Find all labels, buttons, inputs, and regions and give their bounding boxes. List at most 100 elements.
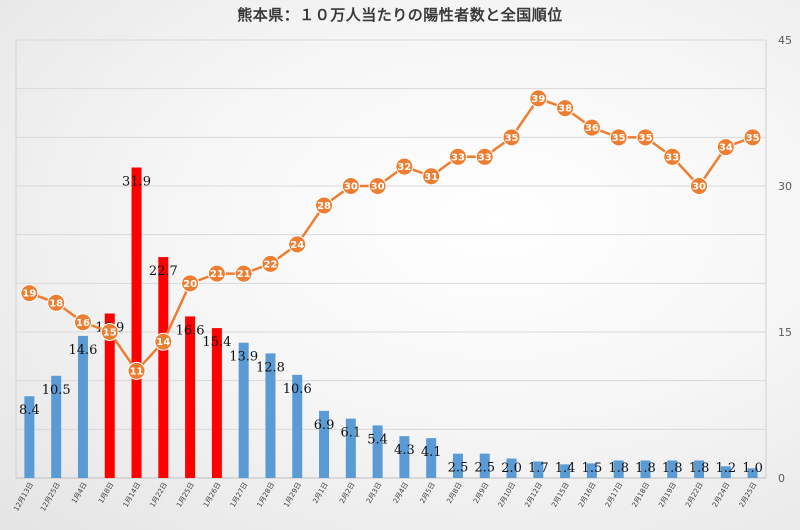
bar xyxy=(185,316,196,478)
rank-marker xyxy=(529,89,548,108)
bar-value-label: 1.5 xyxy=(582,461,603,476)
x-tick-label: 1月29日 xyxy=(282,481,303,509)
x-tick-label: 2月18日 xyxy=(631,481,652,509)
bar-value-label: 1.8 xyxy=(662,461,683,476)
bar-value-label: 1.8 xyxy=(608,461,629,476)
bar xyxy=(372,425,383,478)
bar xyxy=(667,460,678,478)
rank-marker xyxy=(743,128,762,147)
bar xyxy=(131,167,142,479)
x-tick-label: 2月22日 xyxy=(684,481,705,509)
bar-value-label: 6.1 xyxy=(340,426,361,441)
rank-marker xyxy=(73,313,92,332)
bar-value-label: 10.5 xyxy=(42,383,71,398)
rank-label: 28 xyxy=(317,201,331,212)
x-tick-label: 1月26日 xyxy=(202,481,223,509)
rank-label: 18 xyxy=(49,298,63,309)
bar xyxy=(506,458,517,478)
bar xyxy=(720,466,731,478)
rank-label: 31 xyxy=(424,172,438,183)
bar xyxy=(426,438,437,478)
rank-label: 35 xyxy=(746,133,760,144)
rank-marker xyxy=(636,128,655,147)
rank-marker xyxy=(181,274,200,293)
chart-title: 熊本県：１０万人当たりの陽性者数と全国順位 xyxy=(237,6,563,24)
bar-value-label: 1.8 xyxy=(689,461,710,476)
rank-marker xyxy=(288,235,307,254)
x-tick-label: 1月4日 xyxy=(70,481,88,505)
x-tick-label: 2月4日 xyxy=(392,481,410,505)
rank-label: 33 xyxy=(665,152,679,163)
x-tick-label: 1月25日 xyxy=(175,481,196,509)
bar xyxy=(238,342,249,478)
x-tick-label: 1月28日 xyxy=(256,481,277,509)
bar-value-label: 2.5 xyxy=(474,461,495,476)
y-right-tick-label: 30 xyxy=(778,180,792,193)
y-right-tick-label: 0 xyxy=(778,472,785,485)
rank-marker xyxy=(100,323,119,341)
x-tick-label: 2月2日 xyxy=(338,481,356,505)
x-tick-label: 12月13日 xyxy=(12,481,35,513)
rank-label: 35 xyxy=(639,133,653,144)
bar-value-label: 16.6 xyxy=(176,323,205,338)
rank-label: 21 xyxy=(210,269,224,280)
bar xyxy=(747,468,758,478)
bar-value-label: 14.6 xyxy=(68,343,97,358)
bar-value-label: 4.1 xyxy=(421,445,442,460)
rank-label: 34 xyxy=(719,143,733,154)
bar xyxy=(399,436,410,478)
rank-marker xyxy=(448,147,467,166)
bar-value-label: 1.0 xyxy=(742,461,763,476)
x-tick-label: 2月8日 xyxy=(445,481,463,505)
rank-marker xyxy=(475,147,494,166)
bar-value-label: 2.0 xyxy=(501,461,522,476)
bar-value-label: 2.5 xyxy=(448,461,469,476)
rank-marker xyxy=(690,177,709,195)
x-tick-label: 2月9日 xyxy=(472,481,490,505)
bar xyxy=(640,460,651,478)
rank-line xyxy=(28,96,754,373)
bar xyxy=(586,463,597,478)
rank-marker xyxy=(368,177,387,195)
rank-marker xyxy=(127,361,146,380)
rank-marker xyxy=(47,293,66,312)
rank-label: 19 xyxy=(22,289,36,300)
bar xyxy=(452,453,463,478)
rank-label: 22 xyxy=(264,259,278,270)
rank-marker xyxy=(207,264,226,283)
bar xyxy=(560,464,571,478)
rank-label: 14 xyxy=(156,337,170,348)
rank-label: 38 xyxy=(558,104,572,115)
rank-marker xyxy=(582,118,601,137)
x-tick-label: 2月24日 xyxy=(711,481,732,509)
rank-marker xyxy=(234,264,253,283)
rank-label: 11 xyxy=(130,366,144,377)
rank-marker xyxy=(609,128,628,147)
x-tick-label: 12月25日 xyxy=(39,481,62,513)
x-tick-label: 1月27日 xyxy=(229,481,250,509)
rank-marker xyxy=(556,99,575,118)
bar xyxy=(319,410,330,478)
rank-marker xyxy=(341,177,360,195)
rank-label: 30 xyxy=(692,182,706,193)
x-tick-label: 2月16日 xyxy=(577,481,598,509)
rank-label: 35 xyxy=(505,133,519,144)
bar-value-label: 12.8 xyxy=(256,360,285,375)
y-right-tick-label: 15 xyxy=(778,326,792,339)
y-right-tick-label: 45 xyxy=(778,34,792,47)
x-tick-label: 2月17日 xyxy=(604,481,625,509)
x-tick-label: 1月22日 xyxy=(148,481,169,509)
bar xyxy=(479,453,490,478)
x-tick-label: 2月3日 xyxy=(365,481,383,505)
rank-label: 30 xyxy=(371,182,385,193)
rank-marker xyxy=(422,167,441,186)
bar-value-label: 22.7 xyxy=(149,264,178,279)
x-tick-label: 2月5日 xyxy=(419,481,437,505)
bar-value-label: 13.9 xyxy=(229,350,258,365)
x-tick-label: 2月12日 xyxy=(523,481,544,509)
rank-label: 33 xyxy=(478,152,492,163)
rank-marker xyxy=(154,332,173,351)
rank-label: 24 xyxy=(290,240,304,251)
x-tick-label: 2月10日 xyxy=(497,481,518,509)
